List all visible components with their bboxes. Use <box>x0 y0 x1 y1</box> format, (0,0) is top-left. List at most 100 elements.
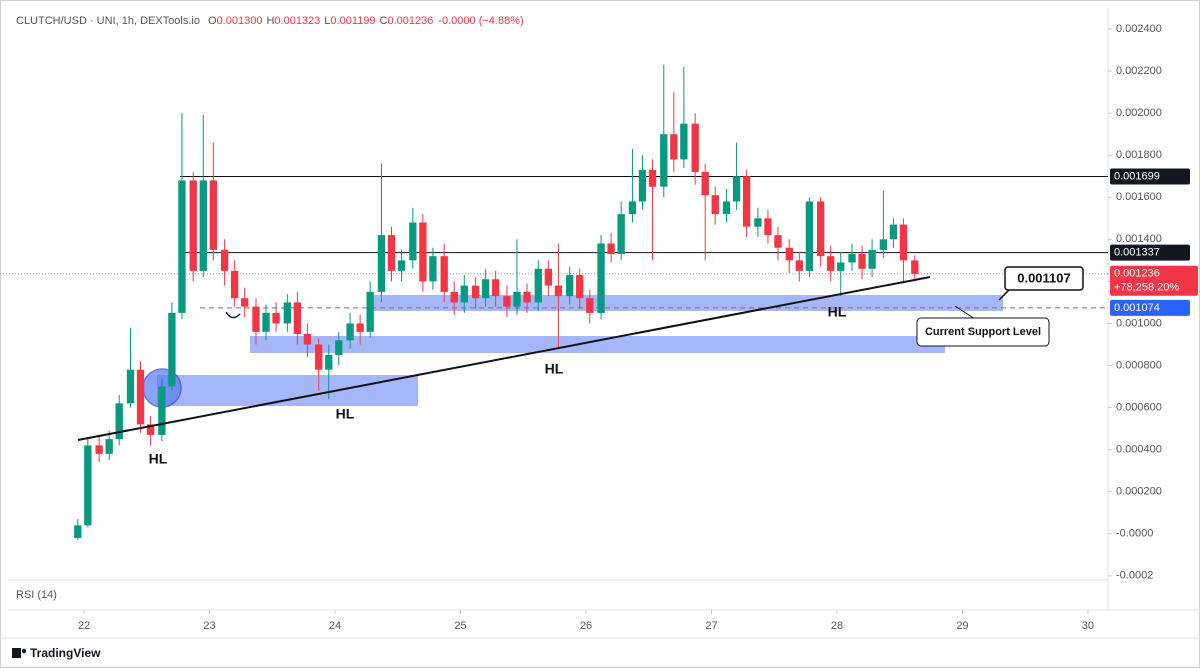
candle-body <box>419 222 427 282</box>
candle-body <box>576 275 584 299</box>
candle-body <box>805 201 814 271</box>
candle-body <box>764 218 772 236</box>
support-badge <box>1110 299 1190 316</box>
candle-body <box>534 268 542 303</box>
candle-body <box>754 218 762 227</box>
candle-body <box>377 235 386 292</box>
candle-body <box>84 445 92 526</box>
hl-label: HL <box>336 406 355 422</box>
header: CLUTCH/USD · UNI, 1h, DEXTools.io O 0.0013… <box>16 15 524 27</box>
logo-mark <box>21 648 27 654</box>
x-tick-label: 28 <box>831 620 843 632</box>
hl-label: HL <box>828 304 847 320</box>
y-tick-label: 0.000800 <box>1116 359 1162 371</box>
logo <box>12 648 27 658</box>
candle-body <box>491 279 500 297</box>
candle-body <box>816 201 825 257</box>
x-tick-label: 25 <box>454 620 466 632</box>
candles <box>74 64 919 541</box>
candle-body <box>429 256 437 282</box>
candle-body <box>105 439 113 454</box>
hl-label: HL <box>149 451 168 467</box>
demand-zone <box>157 375 418 406</box>
candle-body <box>252 306 260 332</box>
x-tick-label: 30 <box>1082 620 1094 632</box>
y-tick-label: -0.0000 <box>1116 528 1153 540</box>
candle-body <box>356 323 364 332</box>
candle-body <box>722 201 731 215</box>
candle-body <box>566 275 574 297</box>
candle-body <box>827 256 835 271</box>
change: -0.0000 (−4.88%) <box>438 15 523 27</box>
x-tick-label: 27 <box>705 620 717 632</box>
candle-body <box>115 403 123 440</box>
candle-body <box>732 176 741 202</box>
candle-body <box>795 260 803 271</box>
callout-text: 0.001107 <box>1017 270 1071 285</box>
candle-body <box>628 201 637 215</box>
candle-body <box>136 369 145 425</box>
candle-body <box>848 254 856 263</box>
ohlc-value: 0.001323 <box>274 15 320 27</box>
candle-body <box>523 291 531 303</box>
candle-body <box>168 312 176 387</box>
candle-body <box>670 134 678 160</box>
x-tick-label: 26 <box>580 620 592 632</box>
candle-body <box>325 354 333 370</box>
y-tick-label: -0.0002 <box>1116 570 1153 582</box>
candle-body <box>597 243 605 313</box>
candle-body <box>397 260 406 271</box>
price-line-badge <box>1110 168 1190 185</box>
candle-body <box>409 222 417 261</box>
brand: TradingView <box>30 646 101 660</box>
hl-label: HL <box>545 361 564 377</box>
y-tick-label: 0.001400 <box>1116 233 1162 245</box>
candle-body <box>303 333 312 345</box>
candle-body <box>889 224 898 240</box>
support-box <box>916 317 1050 347</box>
x-tick-label: 22 <box>78 620 90 632</box>
x-tick-label: 23 <box>203 620 215 632</box>
candle-body <box>774 235 782 248</box>
candle-body <box>146 424 155 435</box>
support-price-label: 0.001074 <box>1114 302 1160 314</box>
ohlc-value: 0.001199 <box>330 15 375 27</box>
candle-body <box>178 180 186 313</box>
candle-body <box>74 525 82 538</box>
candle-body <box>189 180 197 271</box>
ohlc-key: C <box>380 15 388 27</box>
ohlc-value: 0.001236 <box>387 15 433 27</box>
x-tick-label: 29 <box>956 620 968 632</box>
ohlc-key: O <box>208 15 217 27</box>
candle-body <box>837 262 845 271</box>
y-tick-label: 0.001800 <box>1116 149 1162 161</box>
candle-body <box>911 260 919 274</box>
candle-body <box>220 249 229 271</box>
symbol: CLUTCH/USD · UNI, 1h, DEXTools.io <box>16 15 200 27</box>
indicator-label: RSI (14) <box>16 589 57 601</box>
x-tick-label: 24 <box>329 620 341 632</box>
candle-body <box>387 235 396 271</box>
last-change-label: +78,258.20% <box>1114 282 1179 294</box>
y-tick-label: 0.002400 <box>1116 23 1162 35</box>
y-tick-label: 0.000600 <box>1116 401 1162 413</box>
candle-body <box>513 291 521 307</box>
candle-body <box>660 134 668 187</box>
candle-body <box>680 123 688 160</box>
callout-pointer <box>998 288 1011 301</box>
curve-mark <box>225 311 241 319</box>
candle-body <box>648 169 657 187</box>
candle-body <box>272 312 280 324</box>
candle-body <box>471 285 480 299</box>
candle-body <box>450 291 458 303</box>
candle-body <box>230 270 239 299</box>
candle-body <box>858 254 866 269</box>
logo-mark <box>12 648 21 658</box>
last-price-badge <box>1110 265 1198 296</box>
price-line-label: 0.001699 <box>1114 170 1160 182</box>
last-price-label: 0.001236 <box>1114 268 1160 280</box>
candle-body <box>691 123 699 173</box>
candle-body <box>158 386 166 435</box>
candle-body <box>868 249 876 269</box>
